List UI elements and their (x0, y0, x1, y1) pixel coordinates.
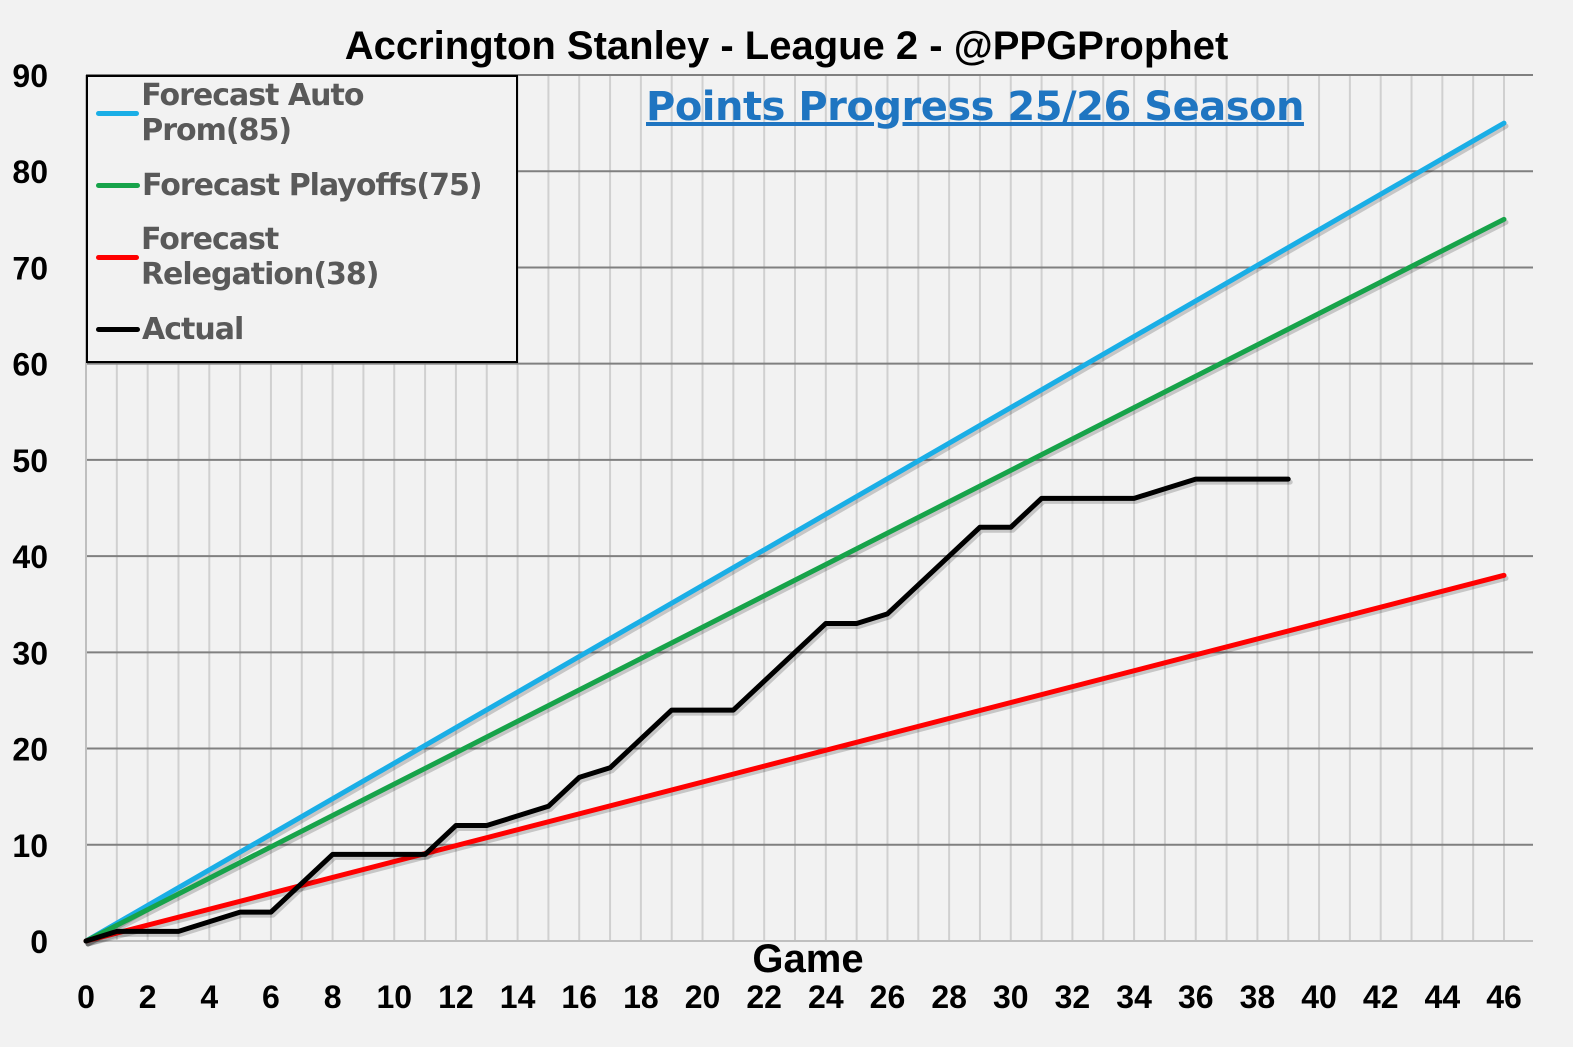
x-tick-label: 38 (1240, 979, 1276, 1015)
y-tick-label: 70 (12, 250, 48, 286)
legend-swatch-auto-prom (96, 110, 140, 116)
x-tick-label: 24 (808, 979, 844, 1015)
legend-item-auto-prom: Forecast Auto Prom(85) (96, 78, 516, 148)
legend: Forecast Auto Prom(85) Forecast Playoffs… (86, 75, 518, 363)
series-line-actual-shadow (85, 479, 1293, 947)
series-line-forecast-auto-prom-85 (83, 120, 1507, 944)
x-tick-label: 34 (1116, 979, 1152, 1015)
series-line-forecast-playoffs-75 (83, 216, 1507, 944)
x-tick-label: 32 (1055, 979, 1091, 1015)
x-tick-labels: 0 2 4 6 8 10 12 14 16 18 20 22 24 26 28 30 32 34 36 38 40 42 4… (77, 979, 1522, 1015)
x-tick-label: 20 (685, 979, 721, 1015)
series-line-forecast-playoffs-75-shadow (85, 219, 1509, 947)
x-tick-label: 6 (262, 979, 280, 1015)
series-line-forecast-relegation-38-shadow (85, 575, 1509, 947)
x-tick-label: 0 (77, 979, 95, 1015)
legend-label-actual: Actual (142, 311, 244, 347)
y-tick-label: 60 (12, 347, 48, 383)
x-tick-label: 4 (200, 979, 218, 1015)
legend-swatch-actual (96, 326, 140, 332)
series-lines (83, 120, 1509, 947)
x-tick-label: 28 (931, 979, 967, 1015)
legend-item-relegation: Forecast Relegation(38) (96, 222, 516, 292)
x-tick-label: 14 (500, 979, 536, 1015)
y-tick-label: 90 (12, 58, 48, 94)
x-axis-label: Game (752, 937, 863, 981)
x-tick-label: 10 (376, 979, 412, 1015)
x-tick-label: 26 (870, 979, 906, 1015)
y-tick-label: 80 (12, 154, 48, 190)
y-tick-labels: 0 10 20 30 40 50 60 70 80 90 (12, 58, 48, 960)
y-tick-label: 40 (12, 539, 48, 575)
legend-item-playoffs: Forecast Playoffs(75) (96, 165, 483, 205)
x-tick-label: 8 (324, 979, 342, 1015)
x-tick-label: 18 (623, 979, 659, 1015)
y-tick-label: 10 (12, 828, 48, 864)
x-tick-label: 46 (1486, 979, 1522, 1015)
x-tick-label: 30 (993, 979, 1029, 1015)
y-tick-label: 30 (12, 635, 48, 671)
x-tick-label: 44 (1425, 979, 1461, 1015)
legend-swatch-playoffs (96, 182, 140, 188)
x-tick-label: 22 (746, 979, 782, 1015)
legend-item-actual: Actual (96, 309, 244, 349)
legend-label-playoffs: Forecast Playoffs(75) (142, 167, 483, 203)
y-tick-label: 20 (12, 732, 48, 768)
y-tick-label: 50 (12, 443, 48, 479)
series-line-forecast-auto-prom-85-shadow (85, 123, 1509, 947)
chart-subtitle: Points Progress 25/26 Season (646, 84, 1304, 130)
x-tick-label: 2 (139, 979, 157, 1015)
legend-swatch-relegation (96, 254, 139, 260)
series-line-actual (83, 476, 1291, 944)
x-tick-label: 40 (1301, 979, 1337, 1015)
x-tick-label: 42 (1363, 979, 1399, 1015)
x-tick-label: 12 (438, 979, 474, 1015)
x-tick-label: 16 (561, 979, 597, 1015)
chart-title: Accrington Stanley - League 2 - @PPGProp… (344, 24, 1229, 68)
legend-label-relegation: Forecast Relegation(38) (140, 222, 380, 292)
legend-label-auto-prom: Forecast Auto Prom(85) (141, 78, 364, 148)
y-tick-label: 0 (30, 924, 48, 960)
x-tick-label: 36 (1178, 979, 1214, 1015)
series-line-forecast-relegation-38 (83, 572, 1507, 944)
